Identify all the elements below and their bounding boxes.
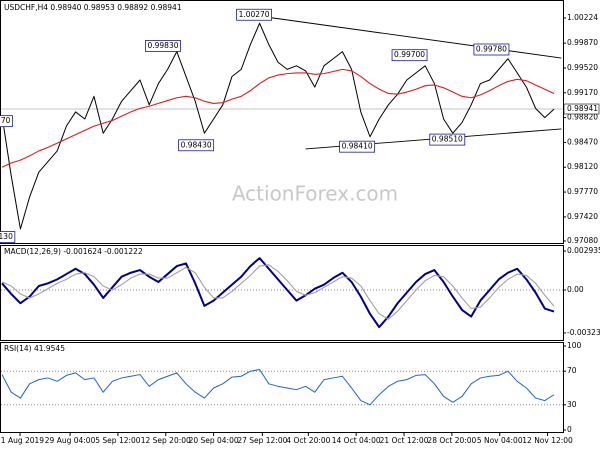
rsi-title: RSI(14) 41.9545 (4, 344, 65, 353)
y-tick-label: 0.98470 (567, 137, 598, 146)
watermark: ActionForex.com (232, 182, 398, 206)
y-tick-label: 0.002935 (567, 246, 600, 255)
y-tick-label: 0.98120 (567, 162, 598, 171)
annotation-box (0, 231, 16, 243)
x-tick-label: 28 Oct 20:00 (427, 436, 476, 445)
y-tick-label: 0.97080 (567, 236, 598, 245)
y-tick-label: -0.003238 (567, 328, 600, 337)
y-tick-label: 0.99170 (567, 88, 598, 97)
annotation-label: 0.99830 (147, 41, 178, 50)
x-tick-label: 4 Oct 20:00 (286, 436, 330, 445)
annotation-label: 0.98510 (432, 135, 463, 144)
price-title: USDCHF,H4 0.98940 0.98953 0.98892 0.9894… (4, 3, 182, 12)
y-tick-label: 0.99870 (567, 38, 598, 47)
macd-title: MACD(12,26,9) -0.001624 -0.001222 (4, 247, 143, 256)
annotation-box (391, 49, 428, 62)
annotation-box (339, 140, 376, 153)
macd-panel (0, 245, 564, 341)
series-line (1, 369, 555, 406)
y-tick-label: 30 (567, 400, 577, 409)
x-tick-label: 14 Oct 04:00 (332, 436, 381, 445)
annotation-box (473, 43, 510, 56)
rsi-panel (0, 342, 564, 433)
series-line (1, 22, 555, 230)
x-tick-label: 12 Nov 12:00 (522, 436, 573, 445)
y-tick-label: 70 (567, 366, 577, 375)
annotation-box (429, 133, 466, 146)
x-tick-label: 29 Aug 04:00 (45, 436, 96, 445)
x-tick-label: 27 Sep 12:00 (237, 436, 287, 445)
y-tick-label: 0.97420 (567, 212, 598, 221)
y-tick-label: 0.98820 (567, 113, 598, 122)
x-tick-label: 5 Sep 12:00 (95, 436, 141, 445)
annotation-box (178, 139, 215, 152)
y-tick-label: 1.00224 (567, 13, 598, 22)
annotation-label: 130 (0, 232, 13, 241)
x-tick-label: 21 Oct 12:00 (380, 436, 429, 445)
annotation-label: 1.00270 (239, 10, 270, 19)
annotation-box (0, 115, 13, 128)
y-tick-label: 0.00 (567, 285, 584, 294)
x-tick-label: 21 Aug 2019 (0, 436, 44, 445)
x-tick-label: 20 Sep 04:00 (189, 436, 239, 445)
annotation-box (145, 40, 181, 52)
y-tick-label: 100 (567, 341, 582, 350)
series-line (1, 264, 555, 320)
last-price-label: 0.98941 (567, 104, 598, 113)
annotation-box (236, 8, 272, 21)
x-tick-label: 12 Sep 20:00 (141, 436, 191, 445)
x-tick-label: 5 Nov 04:00 (477, 436, 523, 445)
annotation-label: 70 (1, 116, 11, 125)
series-line (1, 68, 555, 168)
annotation-label: 0.99780 (476, 45, 507, 54)
y-tick-label: 0 (567, 425, 572, 434)
y-tick-label: 0.99520 (567, 63, 598, 72)
trendline (265, 16, 562, 59)
y-tick-label: 0.97770 (567, 187, 598, 196)
annotation-label: 0.99700 (394, 50, 425, 59)
last-price-box (563, 103, 600, 115)
annotation-label: 0.98430 (181, 140, 212, 149)
series-line (1, 257, 555, 329)
annotation-label: 0.98410 (342, 142, 373, 151)
